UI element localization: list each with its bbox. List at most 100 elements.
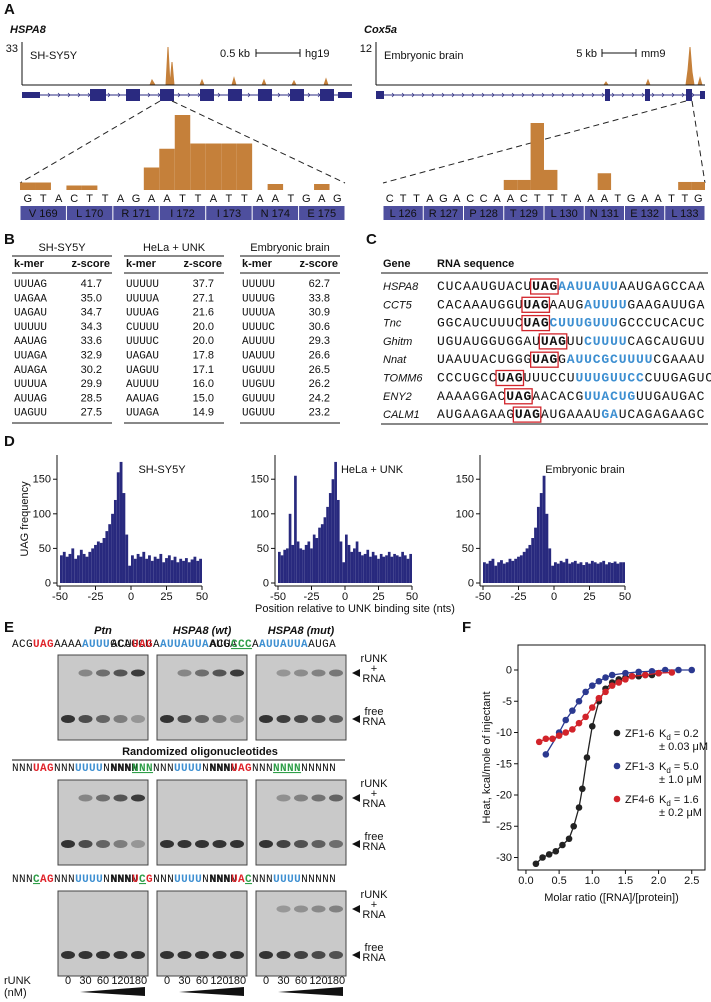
histogram-bar [179,558,183,583]
track-max: 12 [360,43,372,55]
band-arrow [352,905,360,913]
exon [126,89,140,101]
y-axis-label: UAG frequency [19,481,31,557]
sequence-segment: C [33,874,40,886]
sequence-segment: NNN [54,874,75,886]
bar [221,143,237,190]
histogram-bar [387,551,391,583]
z-score: 26.2 [309,378,330,390]
strand-arrow [307,92,311,98]
z-score: 20.0 [193,335,214,347]
bar [190,143,206,190]
z-score: 34.3 [81,321,102,333]
histogram-bar [374,555,378,583]
x-tick-label: 0.0 [518,875,533,887]
sequence-segment: NNNNN [301,763,336,775]
histogram-bar [353,548,356,583]
histogram-bar [619,562,623,583]
histogram-bar [320,524,324,583]
gene-name: CCT5 [383,299,413,311]
histogram-bar [565,558,569,583]
bar [503,179,518,190]
amino-acid: E 175 [307,208,336,220]
k-mer: UUGUU [242,379,275,391]
sequence-segment: AUGAAGAAG [437,407,515,422]
histogram-bar [409,553,412,583]
rna-sequence: NNNCAGNNNUUUUNNNNN [12,874,138,886]
histogram-bar [554,562,557,583]
bar [267,184,284,190]
histogram-bar [497,562,501,583]
amino-acid: R 171 [121,208,150,220]
nucleotide: G [333,193,342,205]
z-score: 26.5 [309,364,330,376]
histogram-bar [590,560,594,583]
gel-band [177,840,192,848]
gel-band [311,715,326,723]
rna-sequence: UGUAUGGUGGAUUAGUUCUUUUCAGCAUGUU [437,334,705,349]
column-header: z-score [299,258,338,270]
gel-band [276,669,291,677]
strand-arrow [551,92,555,98]
histogram-bar [291,544,295,583]
histogram-bar [193,556,197,583]
k-mer: UAUUU [242,351,275,363]
nucleotide: C [70,193,78,205]
strand-arrow [411,92,415,98]
z-score: 16.0 [193,378,214,390]
histogram-bar [88,551,92,583]
column-header: k-mer [126,258,157,270]
gel-band [294,840,308,848]
sequence-segment: NNN [132,763,153,775]
k-mer: UUUUG [242,293,275,305]
sequence-segment: NNN [111,874,132,886]
histogram-bar [613,561,617,583]
sequence-segment: GCAGCU [110,639,152,651]
band-label: + [371,788,377,800]
x-tick-label: 0.5 [551,875,566,887]
amino-acid-box [665,206,705,220]
histogram-bar [568,563,572,583]
band-label: RNA [362,841,386,853]
band-label: RNA [362,716,386,728]
y-tick-label: 100 [456,508,474,520]
sequence-segment: AUGA [209,639,237,651]
histogram-bar [502,563,506,583]
band-arrow [352,669,360,677]
strand-arrow [117,92,121,98]
gene-name: Ghitm [383,336,412,348]
gel-band [96,669,110,677]
gel-band [160,715,174,723]
sequence-segment: UAG [132,639,153,651]
kd-value: = 0.2 [671,728,699,740]
sequence-segment: GAAGAUUGA [627,297,705,312]
histogram-bar [74,558,78,583]
gel-band [311,905,326,913]
data-point [575,804,583,811]
nucleotide: A [210,193,218,205]
sequence-segment: AAUGAGCCAA [619,279,706,294]
amino-acid: L 126 [390,208,417,220]
kd-label: Kd = 1.6 [659,794,699,808]
data-point [602,688,609,696]
kd-subscript: d [666,799,670,808]
x-tick-label: 0 [342,591,348,603]
z-score: 24.2 [309,392,330,404]
histogram-bar [296,541,300,583]
gene-name: HSPA8 [383,281,419,293]
histogram-bar [531,538,535,583]
histogram-bar [406,558,410,583]
histogram-bar [334,461,337,583]
strand-arrow [491,92,495,98]
sequence-segment: UUUU [75,874,103,886]
x-tick-label: -50 [475,591,491,603]
sequence-segment: U [132,874,139,886]
track-max: 33 [6,43,18,55]
strand-arrow [631,92,635,98]
gel-band [113,669,128,677]
x-tick-label: -50 [52,591,68,603]
gel-image [255,890,347,977]
k-mer: UUUAG [126,308,159,320]
sequence-segment: A [153,639,160,651]
concentration: 180 [129,975,147,987]
